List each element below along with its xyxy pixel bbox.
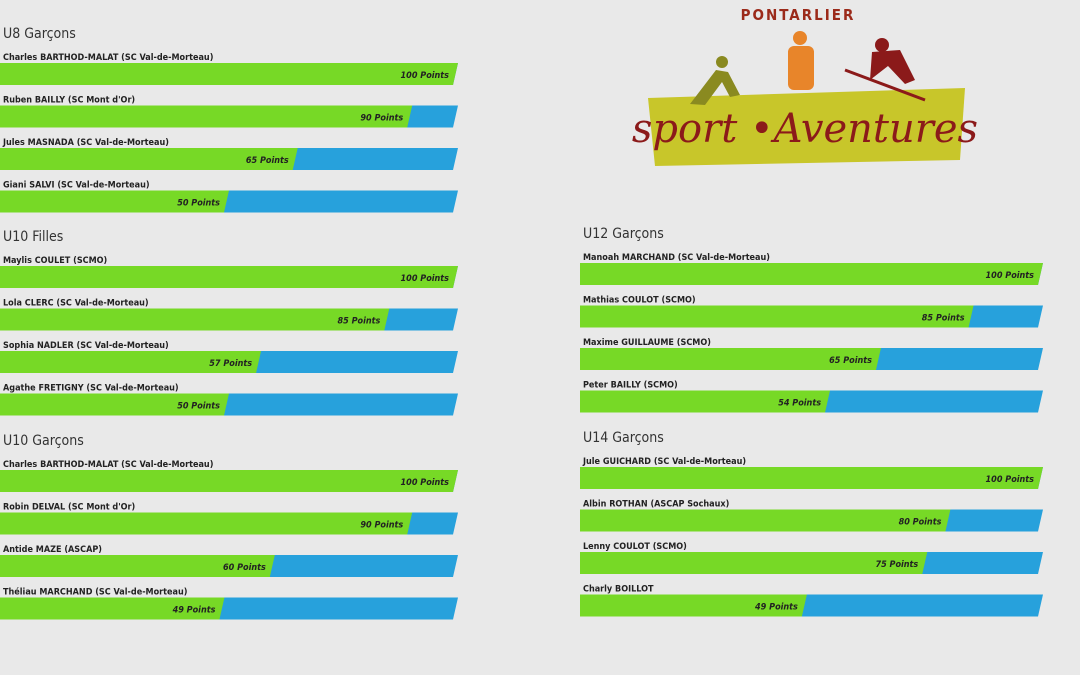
- points-label: 90 Points: [360, 114, 403, 124]
- logo-skier-body: [870, 50, 915, 84]
- points-label: 100 Points: [401, 71, 450, 81]
- logo-top: PONTARLIER: [741, 6, 856, 24]
- bar-fill: [0, 512, 413, 535]
- points-label: 49 Points: [173, 606, 216, 616]
- bar-fill: [0, 470, 458, 492]
- entry-name: Albin ROTHAN (ASCAP Sochaux): [583, 500, 729, 510]
- section-title: U12 Garçons: [583, 226, 664, 242]
- points-label: 75 Points: [875, 560, 918, 570]
- bar-fill: [0, 148, 298, 170]
- entry-name: Lola CLERC (SC Val-de-Morteau): [3, 299, 149, 309]
- entry-name: Mathias COULOT (SCMO): [583, 296, 696, 306]
- bar-fill: [580, 509, 951, 532]
- entry-name: Peter BAILLY (SCMO): [583, 381, 678, 391]
- logo-brush: [648, 88, 965, 166]
- points-label: 65 Points: [246, 156, 289, 166]
- bar-fill: [580, 467, 1043, 489]
- bar-fill: [580, 305, 974, 328]
- points-label: 57 Points: [209, 359, 252, 369]
- entry-name: Jule GUICHARD (SC Val-de-Morteau): [582, 457, 746, 467]
- logo-hiker-body: [788, 46, 814, 90]
- logo-main: sport •Aventures: [632, 106, 978, 152]
- logo-runner-body: [690, 70, 740, 105]
- section-title: U8 Garçons: [3, 26, 76, 42]
- points-label: 100 Points: [401, 478, 450, 488]
- points-label: 80 Points: [899, 518, 942, 528]
- points-label: 100 Points: [401, 274, 450, 284]
- entry-name: Charles BARTHOD-MALAT (SC Val-de-Morteau…: [3, 460, 213, 470]
- points-label: 49 Points: [755, 603, 798, 613]
- bar-fill: [580, 594, 807, 617]
- entry-name: Robin DELVAL (SC Mont d'Or): [3, 503, 135, 513]
- section-title: U14 Garçons: [583, 430, 664, 446]
- bar-fill: [0, 597, 225, 620]
- entry-name: Théliau MARCHAND (SC Val-de-Morteau): [3, 587, 187, 598]
- entry-name: Ruben BAILLY (SC Mont d'Or): [3, 96, 135, 106]
- entry-name: Maxime GUILLAUME (SCMO): [583, 338, 711, 348]
- logo-ski: [844, 68, 926, 102]
- points-label: 90 Points: [360, 521, 403, 531]
- points-label: 65 Points: [829, 356, 872, 366]
- logo-runner: [716, 56, 728, 68]
- section-title: U10 Filles: [3, 229, 63, 245]
- logo-hiker: [793, 31, 807, 45]
- points-label: 50 Points: [177, 199, 220, 209]
- entry-name: Manoah MARCHAND (SC Val-de-Morteau): [583, 253, 770, 263]
- points-label: 54 Points: [778, 399, 821, 409]
- points-label: 85 Points: [922, 314, 965, 324]
- bar-fill: [0, 351, 262, 373]
- points-label: 85 Points: [337, 317, 380, 327]
- bar-fill: [0, 308, 390, 331]
- bar-fill: [0, 63, 458, 85]
- logo: PONTARLIER sport •Aventures: [632, 6, 978, 166]
- bar-fill: [580, 390, 831, 413]
- entry-name: Sophia NADLER (SC Val-de-Morteau): [3, 341, 169, 351]
- points-label: 50 Points: [177, 402, 220, 412]
- points-label: 100 Points: [986, 271, 1035, 281]
- points-label: 100 Points: [986, 475, 1035, 485]
- entry-name: Charly BOILLOT: [583, 585, 654, 595]
- entry-name: Antide MAZE (ASCAP): [3, 545, 102, 555]
- bar-fill: [0, 105, 413, 128]
- entry-name: Jules MASNADA (SC Val-de-Morteau): [2, 138, 169, 148]
- bar-fill: [0, 555, 275, 577]
- entry-name: Maylis COULET (SCMO): [3, 256, 107, 266]
- bar-fill: [580, 263, 1043, 285]
- bar-fill: [580, 348, 881, 370]
- entry-name: Lenny COULOT (SCMO): [583, 542, 687, 552]
- entry-name: Agathe FRETIGNY (SC Val-de-Morteau): [3, 384, 179, 394]
- bar-fill: [0, 393, 229, 416]
- entry-name: Charles BARTHOD-MALAT (SC Val-de-Morteau…: [3, 53, 213, 63]
- bar-fill: [0, 190, 229, 213]
- bar-fill: [580, 552, 928, 574]
- points-label: 60 Points: [223, 563, 266, 573]
- logo-skier: [875, 38, 889, 52]
- entry-name: Giani SALVI (SC Val-de-Morteau): [3, 181, 150, 191]
- bar-fill: [0, 266, 458, 288]
- section-title: U10 Garçons: [3, 433, 84, 449]
